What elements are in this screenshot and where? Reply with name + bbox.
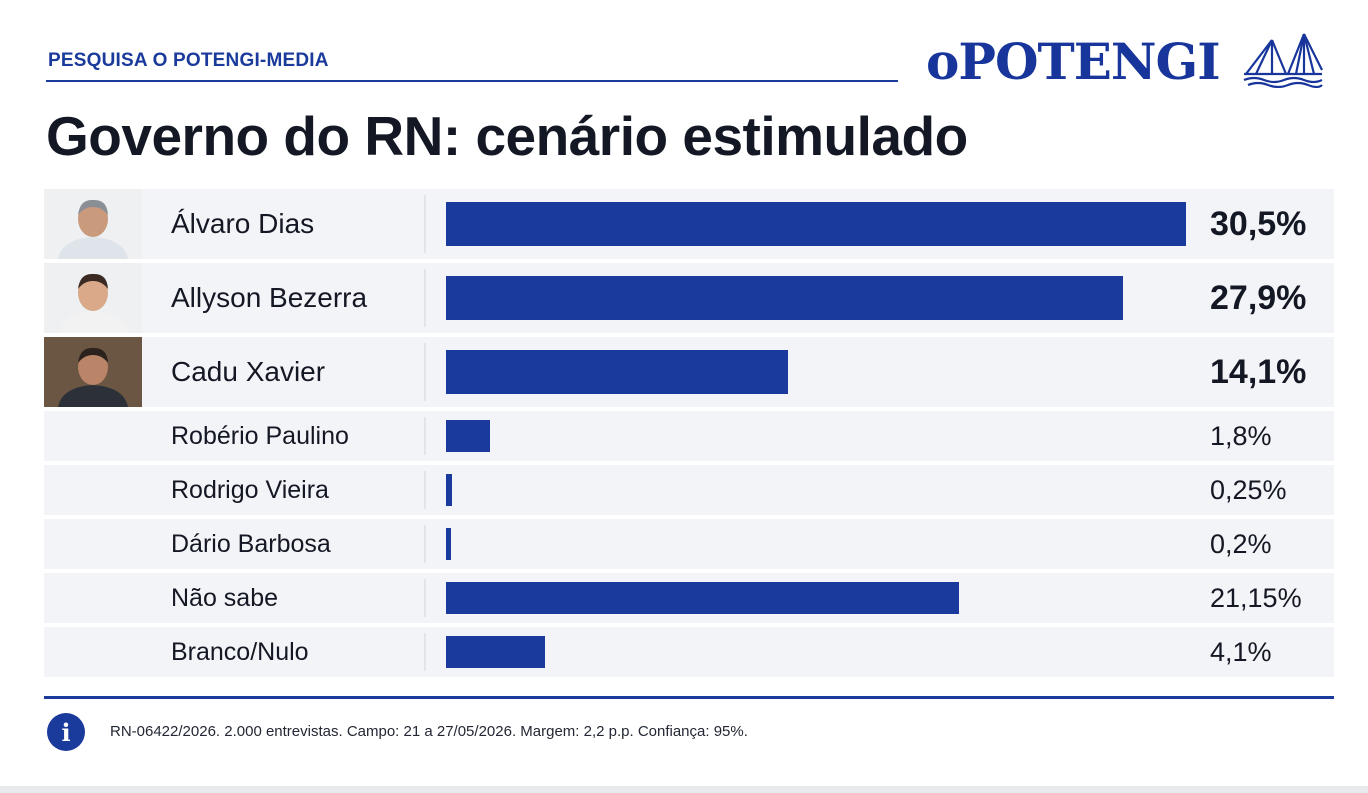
bar xyxy=(446,582,959,614)
row-divider xyxy=(424,195,426,253)
bar xyxy=(446,276,1123,320)
category-label: Robério Paulino xyxy=(171,421,349,450)
value-label: 30,5% xyxy=(1210,204,1307,243)
value-label: 4,1% xyxy=(1210,636,1272,667)
survey-kicker: PESQUISA O POTENGI-MEDIA xyxy=(48,50,329,71)
value-label: 0,25% xyxy=(1210,474,1287,505)
footnote: RN-06422/2026. 2.000 entrevistas. Campo:… xyxy=(110,723,748,740)
chart-rows: Álvaro Dias 30,5% Allyson Bezerra 27,9% Cadu… xyxy=(44,189,1334,681)
chart-row: Robério Paulino 1,8% xyxy=(44,411,1334,461)
value-label: 21,15% xyxy=(1210,582,1302,613)
chart-row: Rodrigo Vieira 0,25% xyxy=(44,465,1334,515)
row-divider xyxy=(424,417,426,455)
chart-row: Cadu Xavier 14,1% xyxy=(44,337,1334,407)
bar-track xyxy=(446,519,1206,569)
chart-row: Dário Barbosa 0,2% xyxy=(44,519,1334,569)
chart-row: Não sabe 21,15% xyxy=(44,573,1334,623)
bottom-rule xyxy=(44,696,1334,699)
bar xyxy=(446,528,451,560)
bar xyxy=(446,350,788,394)
bar xyxy=(446,636,545,668)
row-divider xyxy=(424,471,426,509)
bottom-band xyxy=(0,786,1368,793)
bar-track xyxy=(446,573,1206,623)
category-label: Rodrigo Vieira xyxy=(171,475,329,504)
category-label: Álvaro Dias xyxy=(171,208,315,239)
value-label: 1,8% xyxy=(1210,420,1272,451)
chart-row: Álvaro Dias 30,5% xyxy=(44,189,1334,259)
category-label: Cadu Xavier xyxy=(171,356,326,387)
value-label: 0,2% xyxy=(1210,528,1272,559)
logo: oPOTENGI xyxy=(926,30,1326,92)
chart-title: Governo do RN: cenário estimulado xyxy=(46,105,968,167)
row-divider xyxy=(424,525,426,563)
category-label: Dário Barbosa xyxy=(171,529,331,558)
bar xyxy=(446,474,452,506)
logo-text: oPOTENGI xyxy=(926,32,1221,91)
chart-row: Allyson Bezerra 27,9% xyxy=(44,263,1334,333)
info-icon: i xyxy=(47,713,85,751)
bar-track xyxy=(446,465,1206,515)
chart-row: Branco/Nulo 4,1% xyxy=(44,627,1334,677)
kicker-rule xyxy=(46,80,898,82)
candidate-photo xyxy=(44,263,142,333)
category-label: Allyson Bezerra xyxy=(171,282,368,313)
bar-track xyxy=(446,337,1206,407)
row-divider xyxy=(424,269,426,327)
bar xyxy=(446,202,1186,246)
value-label: 14,1% xyxy=(1210,352,1307,391)
bar-track xyxy=(446,627,1206,677)
category-label: Branco/Nulo xyxy=(171,637,309,666)
candidate-photo xyxy=(44,337,142,407)
bar-track xyxy=(446,411,1206,461)
row-divider xyxy=(424,343,426,401)
bar-track xyxy=(446,189,1206,259)
category-label: Não sabe xyxy=(171,583,279,612)
candidate-photo xyxy=(44,189,142,259)
bridge-icon xyxy=(1243,33,1323,88)
value-label: 27,9% xyxy=(1210,278,1307,317)
row-divider xyxy=(424,633,426,671)
bar-track xyxy=(446,263,1206,333)
row-divider xyxy=(424,579,426,617)
bar xyxy=(446,420,490,452)
